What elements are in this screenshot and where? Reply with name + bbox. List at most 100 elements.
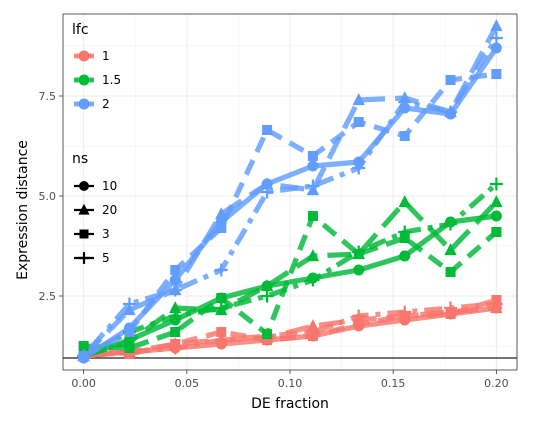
series-lines <box>81 24 499 361</box>
data-point-lfc1-ns5 <box>444 301 458 315</box>
data-point-lfc1_5-ns20 <box>398 195 411 208</box>
x-tick-label: 0.00 <box>71 377 96 390</box>
legend-item-ns: 10 <box>74 179 117 193</box>
series-line-lfc2-ns5 <box>81 36 499 358</box>
data-point-lfc2-ns10 <box>307 160 319 172</box>
data-point-lfc2-ns20 <box>260 177 274 190</box>
data-point-lfc1-ns5 <box>352 309 366 323</box>
data-point-lfc2-ns10 <box>169 274 181 286</box>
data-point-lfc1_5-ns3 <box>445 267 456 277</box>
data-point-lfc1-ns5 <box>168 341 182 355</box>
legend-label-ns: 5 <box>102 251 110 265</box>
data-point-lfc2-ns3 <box>445 75 456 85</box>
data-point-lfc1_5-ns5 <box>444 217 458 231</box>
x-tick-label: 0.15 <box>381 377 406 390</box>
data-point-lfc2-ns3 <box>262 125 273 135</box>
data-point-lfc1_5-ns5 <box>352 245 366 259</box>
data-point-lfc2-ns5 <box>122 297 136 311</box>
x-tick-label: 0.10 <box>278 377 303 390</box>
legend: lfc 1 1.5 2 ns 10 20 3 5 <box>72 22 121 265</box>
legend-swatch-point <box>78 74 90 86</box>
data-point-lfc2-ns5 <box>444 105 458 119</box>
x-tick-label: 0.05 <box>175 377 200 390</box>
legend-swatch-shape <box>78 252 90 264</box>
legend-swatch-point <box>78 98 90 110</box>
data-point-lfc2-ns3 <box>491 69 502 79</box>
data-point-lfc2-ns20 <box>352 93 365 106</box>
data-point-lfc1_5-ns20 <box>444 243 457 256</box>
data-point-lfc2-ns5 <box>168 283 182 297</box>
data-point-lfc1_5-ns10 <box>399 250 411 262</box>
data-point-lfc1_5-ns10 <box>490 210 502 222</box>
data-point-lfc2-ns20 <box>490 19 503 32</box>
data-point-lfc1_5-ns3 <box>262 329 273 339</box>
legend-label-ns: 20 <box>102 203 117 217</box>
legend-swatch-shape <box>78 203 90 215</box>
y-tick-label: 2.5 <box>39 290 57 303</box>
x-axis-title: DE fraction <box>251 396 329 412</box>
series-markers <box>77 19 503 364</box>
data-point-lfc2-ns5 <box>352 161 366 175</box>
data-point-lfc1_5-ns3 <box>78 341 89 351</box>
series-line-lfc1-ns5 <box>83 301 497 359</box>
data-point-lfc1_5-ns5 <box>306 273 320 287</box>
y-axis-title: Expression distance <box>15 140 31 280</box>
data-point-lfc1_5-ns3 <box>170 327 181 337</box>
data-point-lfc2-ns3 <box>307 151 318 161</box>
legend-swatch-shape <box>79 181 89 191</box>
data-point-lfc1_5-ns5 <box>214 301 228 315</box>
data-point-lfc2-ns5 <box>306 179 320 193</box>
data-point-lfc1_5-ns10 <box>353 264 365 276</box>
legend-item-ns: 3 <box>74 227 110 241</box>
data-point-lfc2-ns3 <box>124 327 135 337</box>
data-point-lfc2-ns3 <box>353 117 364 127</box>
data-point-lfc1_5-ns3 <box>307 211 318 221</box>
data-point-lfc1_5-ns3 <box>124 343 135 353</box>
data-point-lfc2-ns10 <box>490 42 502 54</box>
data-point-lfc1-ns20 <box>306 319 320 332</box>
data-point-lfc1_5-ns20 <box>306 249 320 262</box>
data-point-lfc1_5-ns5 <box>168 309 182 323</box>
legend-swatch-shape <box>79 229 89 239</box>
data-point-lfc1-ns5 <box>214 333 228 347</box>
data-point-lfc1-ns5 <box>398 305 412 319</box>
data-point-lfc1_5-ns20 <box>169 301 182 314</box>
y-tick-label: 5.0 <box>39 190 57 203</box>
legend-title-lfc: lfc <box>72 22 89 38</box>
legend-label-lfc: 1.5 <box>102 73 121 87</box>
data-point-lfc2-ns3 <box>399 131 410 141</box>
legend-swatch-point <box>78 50 90 62</box>
legend-item-lfc: 2 <box>74 97 110 111</box>
data-point-lfc1-ns5 <box>306 325 320 339</box>
series-line-lfc1_5-ns5 <box>82 182 499 359</box>
y-tick-label: 7.5 <box>39 90 57 103</box>
data-point-lfc2-ns3 <box>216 223 227 233</box>
data-point-lfc2-ns5 <box>214 263 228 277</box>
legend-item-lfc: 1.5 <box>74 73 121 87</box>
axes: 0.00 0.05 0.10 0.15 0.20 2.5 5.0 7.5 <box>39 13 518 390</box>
data-point-lfc1-ns5 <box>489 297 503 311</box>
data-point-lfc1_5-ns3 <box>216 293 227 303</box>
data-point-lfc1_5-ns5 <box>260 289 274 303</box>
data-point-lfc1_5-ns20 <box>490 195 503 208</box>
data-point-lfc2-ns5 <box>77 349 91 363</box>
legend-item-ns: 20 <box>74 203 117 217</box>
series-line-lfc1_5-ns10 <box>82 213 497 359</box>
legend-label-lfc: 1 <box>102 49 110 63</box>
data-point-lfc1_5-ns20 <box>260 279 274 292</box>
legend-label-ns: 10 <box>102 179 117 193</box>
data-point-lfc1-ns3 <box>216 327 227 337</box>
data-point-lfc2-ns5 <box>489 31 503 45</box>
data-point-lfc1-ns3 <box>353 319 364 329</box>
legend-item-ns: 5 <box>74 251 110 265</box>
legend-title-ns: ns <box>72 151 88 167</box>
data-point-lfc1_5-ns5 <box>489 177 503 191</box>
data-point-lfc1_5-ns5 <box>398 225 412 239</box>
data-point-lfc1_5-ns3 <box>491 227 502 237</box>
legend-item-lfc: 1 <box>74 49 110 63</box>
data-point-lfc2-ns3 <box>170 265 181 275</box>
legend-label-lfc: 2 <box>102 97 110 111</box>
data-point-lfc2-ns5 <box>398 95 412 109</box>
